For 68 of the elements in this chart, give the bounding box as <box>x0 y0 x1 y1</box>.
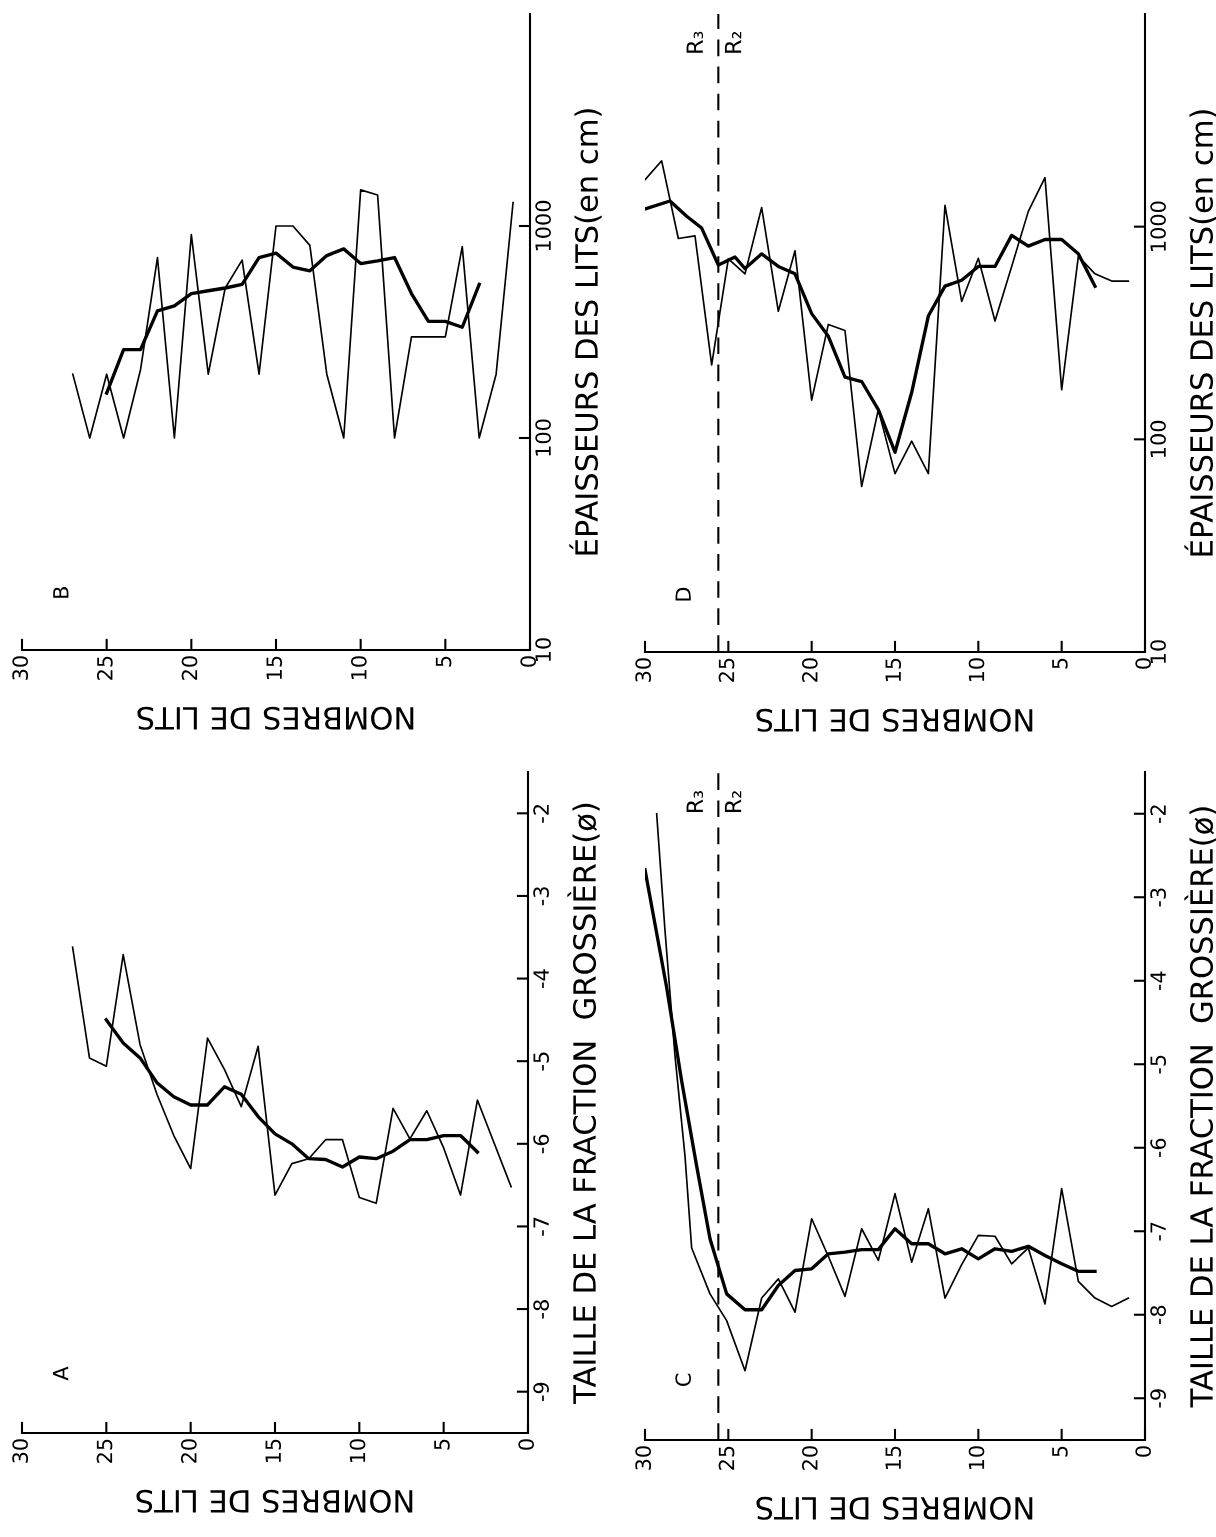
x-tick-label: 10 <box>350 656 367 680</box>
x-tick-label: 30 <box>12 1439 29 1463</box>
y-tick-label: -9 <box>533 1382 549 1402</box>
annotation: B <box>53 587 69 598</box>
x-tick-label: 5 <box>435 656 452 667</box>
y-tick-label: -5 <box>1150 1055 1166 1074</box>
y-tick-label: -6 <box>1150 1138 1166 1158</box>
x-tick-label: 15 <box>885 1446 902 1470</box>
y-axis-title: TAILLE DE LA FRACTION GROSSIÈRE(ø) <box>1184 807 1216 1408</box>
x-tick-label: 10 <box>968 658 985 682</box>
x-tick-label: 5 <box>1052 1446 1068 1457</box>
y-tick-label: -2 <box>1150 805 1166 824</box>
annotation: R₃ <box>686 31 704 53</box>
x-axis-title: NOMBRES DE LITS <box>756 1496 1033 1520</box>
x-tick-label: 5 <box>434 1439 450 1450</box>
x-tick-label: 0 <box>520 656 537 667</box>
y-tick-label: -7 <box>533 1217 549 1236</box>
y-axis-title: TAILLE DE LA FRACTION GROSSIÈRE(ø) <box>567 803 600 1404</box>
y-tick-label: -6 <box>533 1134 549 1154</box>
y-tick-label: -9 <box>1150 1389 1166 1408</box>
y-tick-label: 1000 <box>1150 201 1166 251</box>
y-tick-label: -4 <box>533 969 549 988</box>
x-tick-label: 5 <box>1052 658 1068 669</box>
line-series <box>105 247 481 395</box>
x-tick-label: 30 <box>635 658 652 682</box>
x-tick-label: 20 <box>801 1446 818 1470</box>
x-axis-title: NOMBRES DE LITS <box>756 708 1033 732</box>
x-tick-label: 20 <box>801 658 818 682</box>
line-series <box>71 189 514 439</box>
y-tick-label: -7 <box>1150 1222 1166 1241</box>
annotation: C <box>675 1373 692 1386</box>
y-tick-label: -2 <box>533 805 549 823</box>
x-tick-label: 15 <box>885 658 902 682</box>
line-series <box>71 946 512 1205</box>
x-tick-label: 25 <box>718 1446 735 1470</box>
x-tick-label: 20 <box>180 1439 197 1463</box>
annotation: A <box>53 1366 69 1381</box>
x-tick-label: 0 <box>518 1439 535 1450</box>
y-tick-label: 100 <box>1150 420 1166 457</box>
x-axis-title: NOMBRES DE LITS <box>137 706 414 730</box>
x-tick-label: 20 <box>181 656 198 680</box>
x-axis-title: NOMBRES DE LITS <box>136 1489 413 1513</box>
y-axis-title: ÉPAISSEURS DES LITS(en cm) <box>569 109 602 555</box>
annotation: R₃ <box>686 791 704 813</box>
x-tick-label: 25 <box>96 656 113 680</box>
annotation: D <box>675 587 691 601</box>
annotation: R₂ <box>724 791 742 813</box>
x-tick-label: 10 <box>968 1446 985 1470</box>
annotation: R₂ <box>724 31 742 53</box>
y-axis-title: ÉPAISSEURS DES LITS(en cm) <box>1184 110 1216 556</box>
y-tick-label: -3 <box>1150 888 1166 907</box>
x-tick-label: 30 <box>12 656 29 680</box>
line-series <box>104 1018 480 1169</box>
x-tick-label: 15 <box>265 1439 282 1463</box>
y-tick-label: -3 <box>533 887 549 906</box>
x-tick-label: 10 <box>349 1439 366 1463</box>
y-tick-label: -4 <box>1150 971 1166 991</box>
x-tick-label: 25 <box>718 658 735 682</box>
y-tick-label: -8 <box>533 1300 549 1319</box>
y-tick-label: -5 <box>533 1052 549 1071</box>
y-tick-label: -8 <box>1150 1305 1166 1325</box>
y-tick-label: 100 <box>535 419 551 456</box>
x-tick-label: 0 <box>1135 658 1152 669</box>
x-tick-label: 15 <box>266 656 283 680</box>
y-tick-label: 1000 <box>535 200 551 251</box>
x-tick-label: 30 <box>635 1446 652 1470</box>
x-tick-label: 25 <box>96 1439 113 1463</box>
x-tick-label: 0 <box>1135 1446 1152 1457</box>
